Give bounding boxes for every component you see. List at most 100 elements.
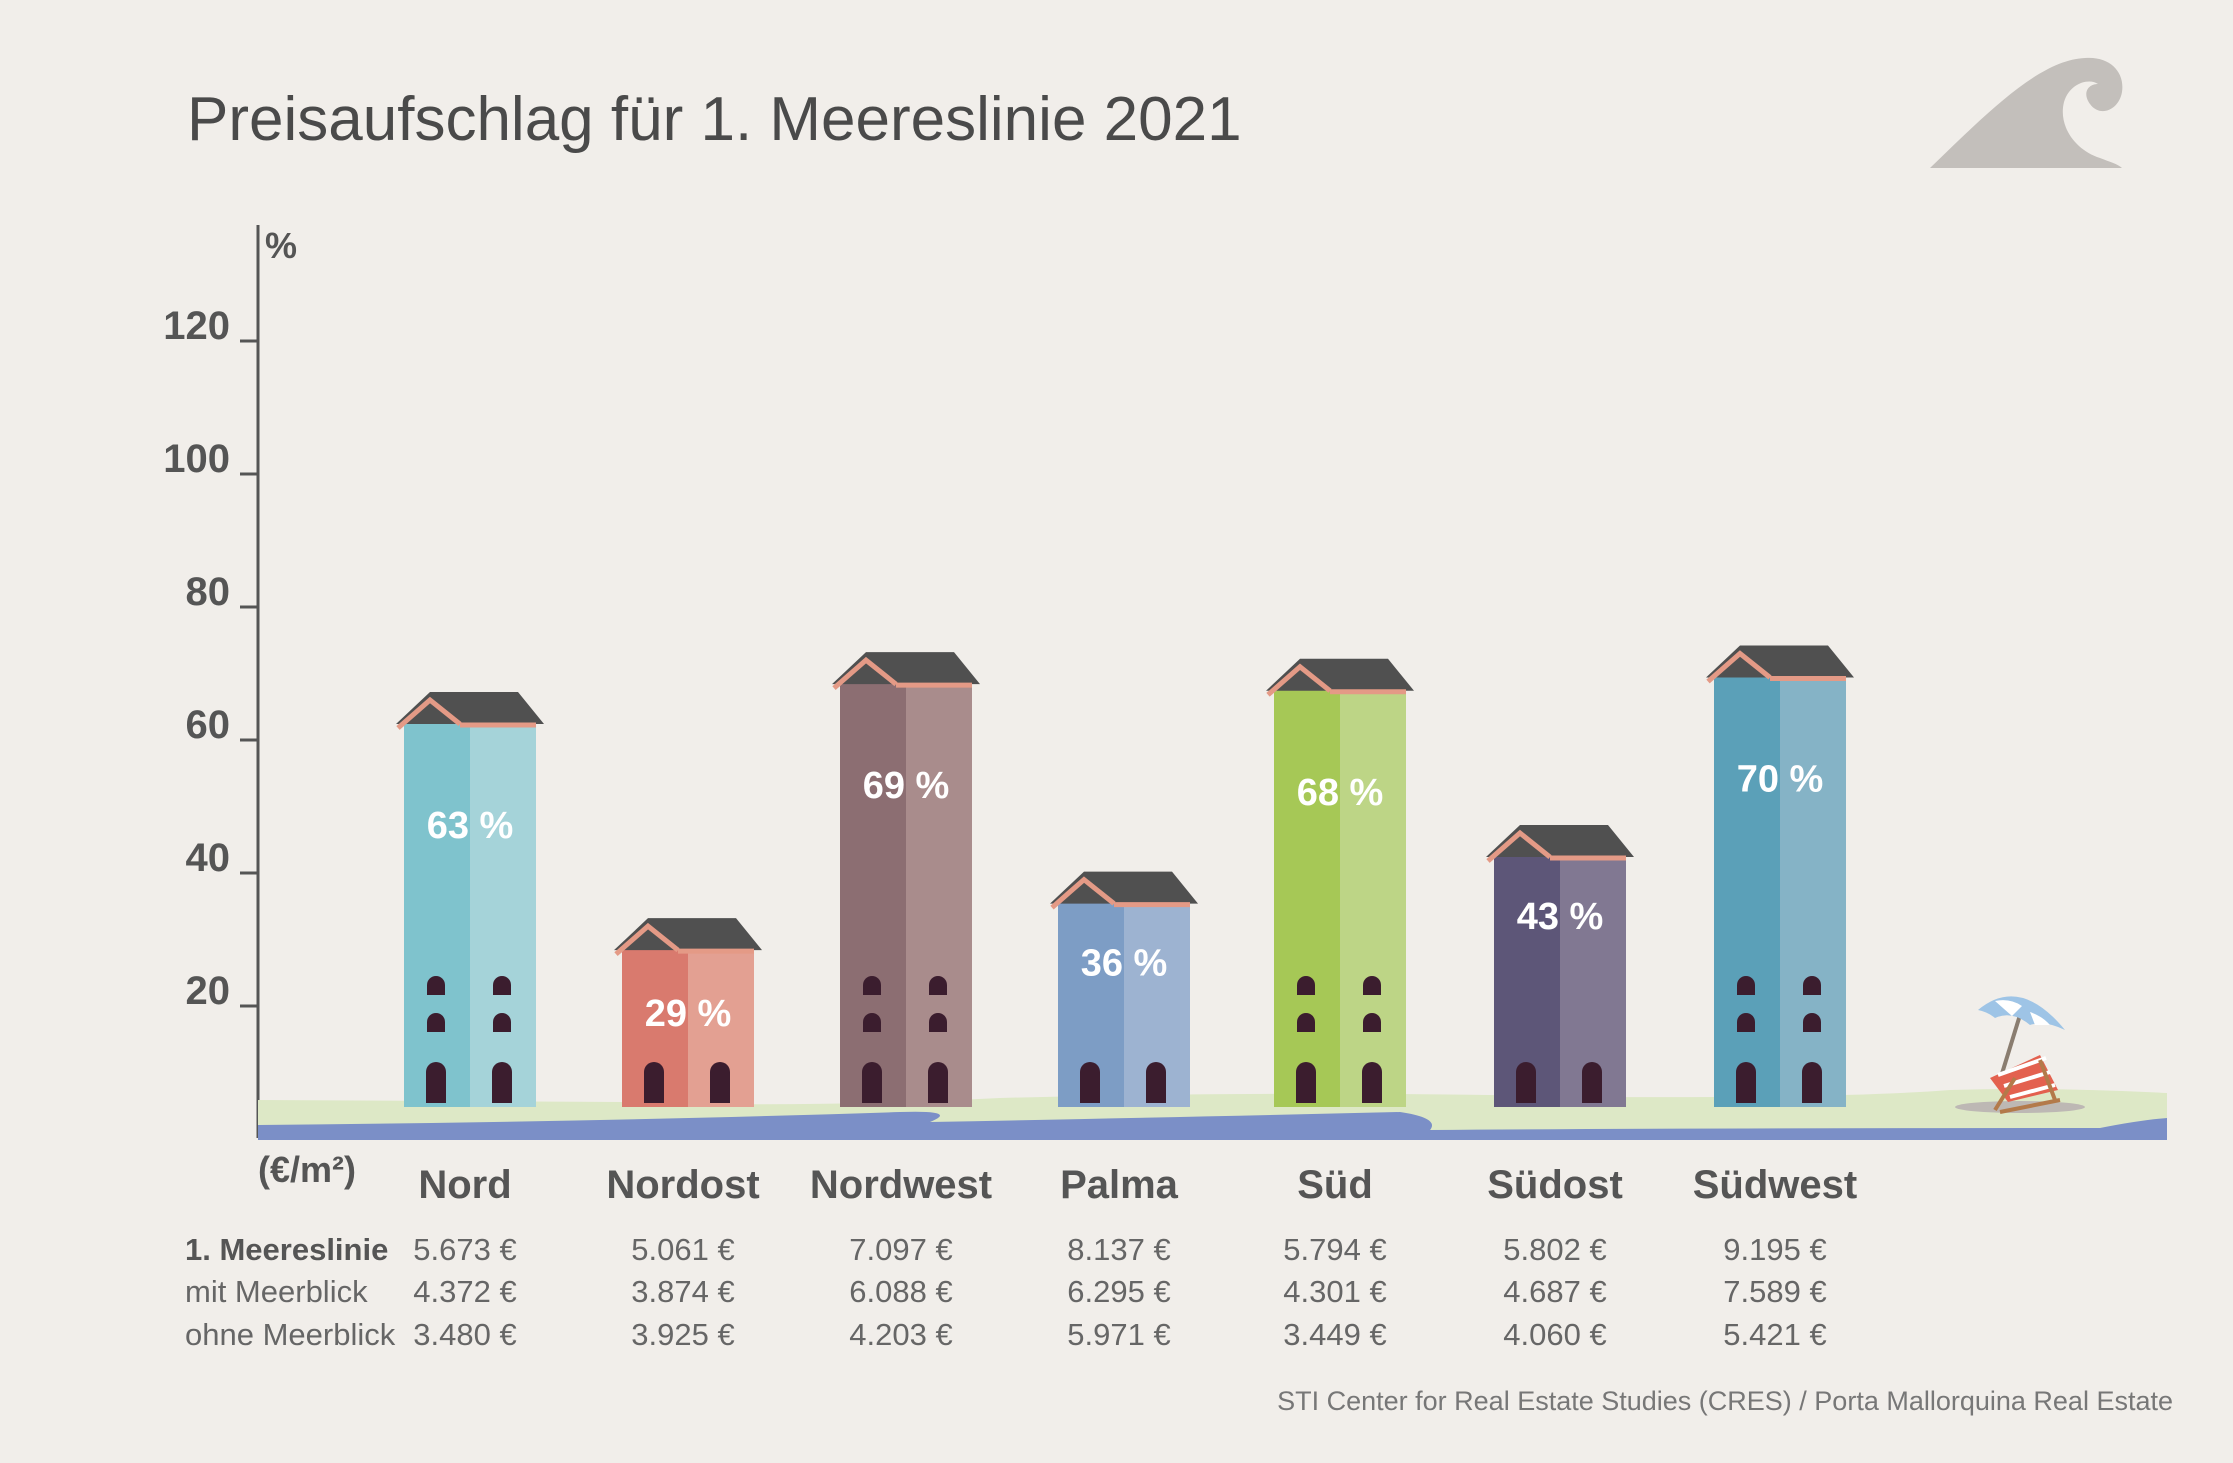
bar-building: 29 % xyxy=(614,918,762,1107)
window xyxy=(1737,1013,1755,1032)
price-cell: 3.874 € xyxy=(631,1274,734,1309)
bar-roof-trim xyxy=(832,656,898,691)
price-cell: 5.673 € xyxy=(413,1232,516,1267)
window xyxy=(929,976,947,995)
door xyxy=(1146,1062,1166,1103)
price-row-label: 1. Meereslinie xyxy=(185,1232,388,1267)
bar-roof-trim xyxy=(1266,663,1332,697)
window xyxy=(1737,976,1755,995)
wave-icon xyxy=(1930,57,2123,168)
bar-roof-trim xyxy=(1050,876,1116,910)
price-cell: 9.195 € xyxy=(1723,1232,1826,1267)
bar-value-label: 69 % xyxy=(863,765,950,807)
window xyxy=(1803,976,1821,995)
chart-title: Preisaufschlag für 1. Meereslinie 2021 xyxy=(187,85,1242,154)
category-label: Südost xyxy=(1487,1163,1623,1207)
price-row-label: mit Meerblick xyxy=(185,1274,368,1309)
y-tick-label: 60 xyxy=(186,703,231,747)
source-note: STI Center for Real Estate Studies (CRES… xyxy=(1277,1386,2173,1416)
door xyxy=(710,1062,730,1103)
price-cell: 3.480 € xyxy=(413,1317,516,1352)
window xyxy=(493,976,511,995)
window xyxy=(1803,1013,1821,1032)
deck-chair-icon xyxy=(1990,1055,2061,1114)
price-cell: 5.421 € xyxy=(1723,1317,1826,1352)
price-cell: 4.060 € xyxy=(1503,1317,1606,1352)
price-cell: 5.794 € xyxy=(1283,1232,1386,1267)
bar-value-label: 63 % xyxy=(427,805,514,847)
price-cell: 7.097 € xyxy=(849,1232,952,1267)
bar-building: 69 % xyxy=(832,652,980,1107)
bar-left-wall xyxy=(1274,684,1340,1107)
window xyxy=(493,1013,511,1032)
bar-roof-trim xyxy=(1706,650,1772,684)
bar-value-label: 43 % xyxy=(1517,896,1604,938)
sea xyxy=(258,1111,2167,1140)
bar-right-wall xyxy=(470,718,536,1107)
door xyxy=(928,1062,948,1103)
window xyxy=(929,1013,947,1032)
door xyxy=(1516,1062,1536,1103)
bar-left-wall xyxy=(840,678,906,1107)
category-label: Palma xyxy=(1060,1163,1179,1207)
bars: 63 % 29 % 69 % 36 % 68 % 43 % 70 % xyxy=(396,645,1854,1107)
bar-right-wall xyxy=(1780,671,1846,1107)
bar-value-label: 36 % xyxy=(1081,943,1168,985)
window xyxy=(863,1013,881,1032)
y-tick-label: 80 xyxy=(186,570,231,614)
bar-value-label: 68 % xyxy=(1297,772,1384,814)
door xyxy=(862,1062,882,1103)
price-cell: 8.137 € xyxy=(1067,1232,1170,1267)
category-label: Nordwest xyxy=(810,1163,992,1207)
category-label: Nord xyxy=(418,1163,511,1207)
bar-building: 68 % xyxy=(1266,658,1414,1107)
price-cell: 4.372 € xyxy=(413,1274,516,1309)
category-label: Südwest xyxy=(1693,1163,1857,1207)
price-cell: 4.687 € xyxy=(1503,1274,1606,1309)
category-labels: (€/m²) Nord Nordost Nordwest Palma Süd Südost S… xyxy=(258,1149,1857,1207)
door xyxy=(644,1062,664,1103)
y-axis: % 20 40 60 80 100 120 xyxy=(163,225,297,1138)
price-cell: 6.295 € xyxy=(1067,1274,1170,1309)
category-label: Süd xyxy=(1297,1163,1373,1207)
bar-right-wall xyxy=(906,678,972,1107)
bar-roof-trim xyxy=(1486,829,1552,863)
bar-building: 70 % xyxy=(1706,645,1854,1107)
bar-building: 36 % xyxy=(1050,871,1198,1107)
window xyxy=(1297,976,1315,995)
door xyxy=(426,1062,446,1103)
window xyxy=(1363,976,1381,995)
price-cell: 6.088 € xyxy=(849,1274,952,1309)
bar-roof-trim xyxy=(614,922,680,957)
price-cell: 3.925 € xyxy=(631,1317,734,1352)
bar-value-label: 70 % xyxy=(1737,759,1824,801)
bar-left-wall xyxy=(404,718,470,1107)
bar-right-wall xyxy=(1340,684,1406,1107)
y-tick-label: 40 xyxy=(186,836,231,880)
door xyxy=(1080,1062,1100,1103)
ground xyxy=(258,1089,2167,1140)
window xyxy=(863,976,881,995)
price-unit-label: (€/m²) xyxy=(258,1149,356,1190)
door xyxy=(1296,1062,1316,1103)
door xyxy=(1736,1062,1756,1103)
price-cell: 5.802 € xyxy=(1503,1232,1606,1267)
y-tick-label: 100 xyxy=(163,437,230,481)
window xyxy=(1297,1013,1315,1032)
door xyxy=(1802,1062,1822,1103)
price-table: 1. Meereslinie 5.673 € 5.061 € 7.097 € 8.137… xyxy=(185,1232,1827,1352)
price-cell: 5.971 € xyxy=(1067,1317,1170,1352)
bar-left-wall xyxy=(1714,671,1780,1107)
price-cell: 3.449 € xyxy=(1283,1317,1386,1352)
door xyxy=(1582,1062,1602,1103)
window xyxy=(427,976,445,995)
bar-building: 43 % xyxy=(1486,825,1634,1107)
category-label: Nordost xyxy=(606,1163,759,1207)
y-axis-unit: % xyxy=(265,225,297,266)
price-cell: 7.589 € xyxy=(1723,1274,1826,1309)
bar-building: 63 % xyxy=(396,692,544,1107)
price-cell: 4.203 € xyxy=(849,1317,952,1352)
door xyxy=(1362,1062,1382,1103)
price-cell: 5.061 € xyxy=(631,1232,734,1267)
